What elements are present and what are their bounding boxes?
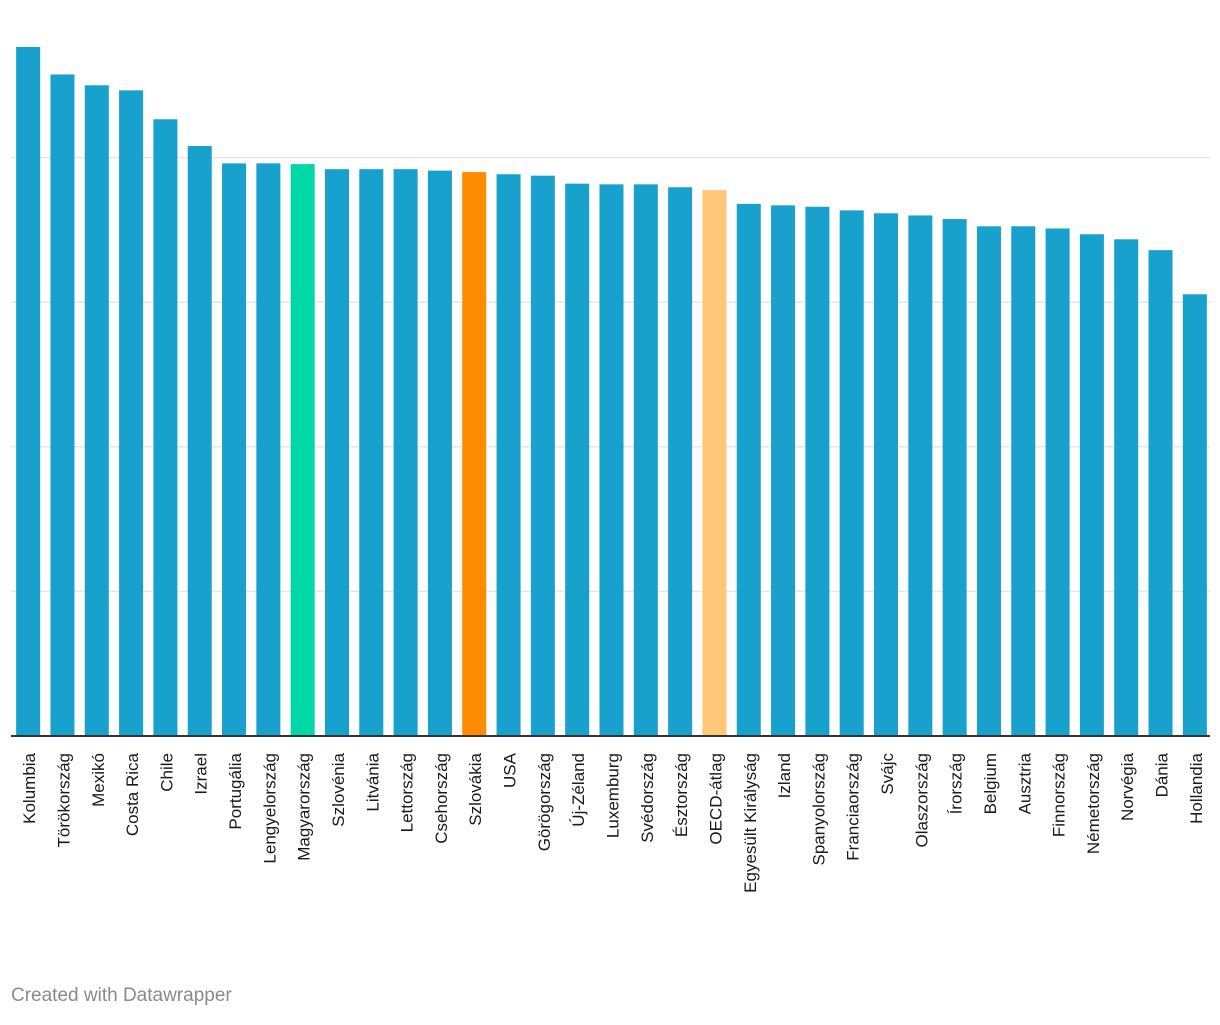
category-label-4: Chile <box>157 753 176 792</box>
bar-22 <box>771 205 796 736</box>
category-label-27: Írország <box>947 753 966 814</box>
bar-13 <box>462 172 487 736</box>
category-label-13: Szlovákia <box>466 752 485 825</box>
bar-8 <box>290 164 315 737</box>
category-label-7: Lengyelország <box>260 753 279 864</box>
category-label-1: Törökország <box>54 753 73 847</box>
category-label-3: Costa Rica <box>123 752 142 836</box>
bar-2 <box>84 85 109 737</box>
category-labels: Kolumbia Törökország Mexikó Costa Rica Chile… <box>20 752 1206 892</box>
category-label-14: USA <box>501 752 520 788</box>
category-label-5: Izrael <box>192 753 211 795</box>
category-label-10: Litvánia <box>363 752 382 811</box>
bar-6 <box>222 163 247 736</box>
bar-33 <box>1148 250 1173 736</box>
category-label-28: Belgium <box>981 753 1000 814</box>
bar-14 <box>496 174 521 737</box>
bar-32 <box>1114 239 1139 737</box>
bar-1 <box>50 74 75 736</box>
bar-21 <box>736 203 761 736</box>
bar-15 <box>530 175 555 737</box>
category-label-16: Új-Zéland <box>569 753 588 827</box>
bar-19 <box>668 187 693 737</box>
category-label-21: Egyesült Királyság <box>741 753 760 893</box>
bars <box>16 46 1207 737</box>
bar-26 <box>908 215 933 736</box>
category-label-9: Szlovénia <box>329 752 348 826</box>
bar-11 <box>393 169 418 737</box>
category-label-15: Görögország <box>535 753 554 851</box>
bar-5 <box>187 146 212 736</box>
bar-3 <box>119 90 144 737</box>
bar-29 <box>1011 226 1036 737</box>
bar-27 <box>942 219 967 736</box>
category-label-24: Franciaország <box>844 753 863 861</box>
category-label-11: Lettország <box>398 753 417 832</box>
bar-4 <box>153 119 178 736</box>
category-label-33: Dánia <box>1153 752 1172 797</box>
category-label-30: Finnország <box>1050 753 1069 837</box>
datawrapper-credit: Created with Datawrapper <box>11 985 232 1006</box>
bar-28 <box>976 226 1001 737</box>
category-label-31: Németország <box>1084 753 1103 854</box>
bar-10 <box>359 169 384 737</box>
category-label-2: Mexikó <box>89 753 108 807</box>
category-label-29: Ausztria <box>1015 752 1034 814</box>
category-label-25: Svájc <box>878 753 897 795</box>
bar-20 <box>702 190 727 736</box>
bar-16 <box>565 183 590 736</box>
bar-0 <box>16 46 41 737</box>
category-label-0: Kolumbia <box>20 752 39 823</box>
bar-7 <box>256 163 281 736</box>
category-label-26: Olaszország <box>912 753 931 847</box>
category-label-6: Portugália <box>226 752 245 829</box>
category-label-23: Spanyolország <box>809 753 828 865</box>
bar-25 <box>874 213 899 736</box>
bar-24 <box>839 210 864 736</box>
bar-18 <box>633 184 658 737</box>
bar-30 <box>1045 228 1070 736</box>
category-label-17: Luxemburg <box>604 753 623 838</box>
category-label-32: Norvégia <box>1118 752 1137 821</box>
bar-17 <box>599 184 624 737</box>
bar-12 <box>427 170 452 737</box>
category-label-22: Izland <box>775 753 794 798</box>
category-label-20: OECD-átlag <box>706 753 725 845</box>
category-label-12: Csehország <box>432 753 451 844</box>
bar-34 <box>1182 294 1207 736</box>
category-label-19: Észtország <box>672 753 691 837</box>
bar-9 <box>324 169 349 737</box>
category-label-34: Hollandia <box>1187 752 1206 823</box>
category-label-8: Magyarország <box>295 753 314 861</box>
bar-31 <box>1079 234 1104 737</box>
category-label-18: Svédország <box>638 753 657 843</box>
bar-23 <box>805 206 830 736</box>
